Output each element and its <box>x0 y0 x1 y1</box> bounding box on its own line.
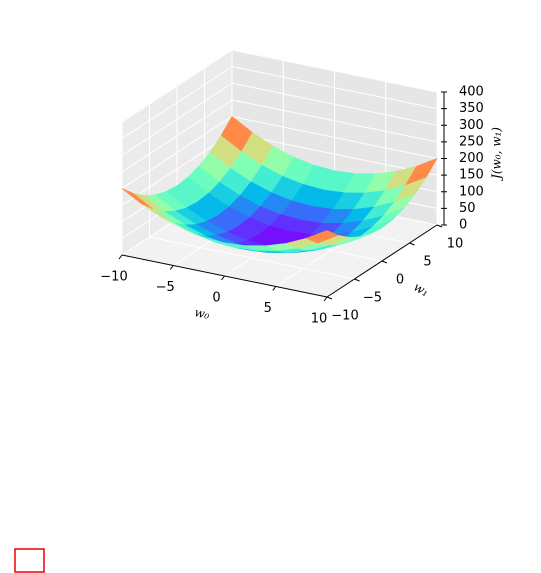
grid-line <box>121 132 233 206</box>
y-tick-label: −10 <box>331 309 358 324</box>
z-tick-label: 0 <box>459 218 467 233</box>
z-tick-label: 100 <box>459 184 484 199</box>
x-tick-label: −10 <box>100 270 127 285</box>
tick-mark <box>272 286 277 291</box>
grid-line <box>231 82 438 126</box>
y-tick-label: −5 <box>363 291 382 306</box>
tick-mark <box>381 260 388 264</box>
grid-line <box>231 132 438 176</box>
tick-mark <box>169 265 174 270</box>
tick-mark <box>323 296 328 302</box>
x-tick-label: −5 <box>156 280 175 295</box>
z-tick-label: 200 <box>459 151 484 166</box>
z-tick-label: 300 <box>459 118 484 133</box>
grid-line <box>231 99 438 143</box>
tick-mark <box>354 278 360 282</box>
y-axis-label: w₁ <box>411 280 431 300</box>
grid-line <box>121 66 233 140</box>
x-tick-label: 5 <box>264 301 272 316</box>
y-tick-label: 5 <box>423 255 431 270</box>
surface <box>121 116 438 254</box>
grid-line <box>231 49 438 93</box>
z-axis-label: J(w₀, w₁) <box>490 127 504 182</box>
grid-line <box>121 49 233 123</box>
z-tick-label: 350 <box>459 101 484 116</box>
grid-line <box>231 66 438 110</box>
grid-line <box>121 82 233 156</box>
tick-mark <box>409 242 415 246</box>
marker-box <box>14 548 45 573</box>
z-tick-label: 250 <box>459 134 484 149</box>
tick-mark <box>326 296 333 300</box>
tick-mark <box>436 224 443 228</box>
x-tick-label: 0 <box>212 291 220 306</box>
x-axis-label: w₀ <box>193 305 211 322</box>
x-tick-label: 10 <box>311 312 328 327</box>
grid-line <box>121 99 233 173</box>
tick-mark <box>118 254 123 260</box>
z-tick-label: 150 <box>459 168 484 183</box>
grid-line <box>231 116 438 159</box>
grid-line <box>121 116 233 189</box>
y-tick-label: 10 <box>447 237 464 252</box>
tick-mark <box>221 275 225 281</box>
grid-line <box>149 236 355 280</box>
y-tick-label: 0 <box>396 273 404 288</box>
surface-cell <box>305 230 339 244</box>
z-tick-label: 400 <box>459 85 484 100</box>
z-tick-label: 50 <box>459 201 476 216</box>
